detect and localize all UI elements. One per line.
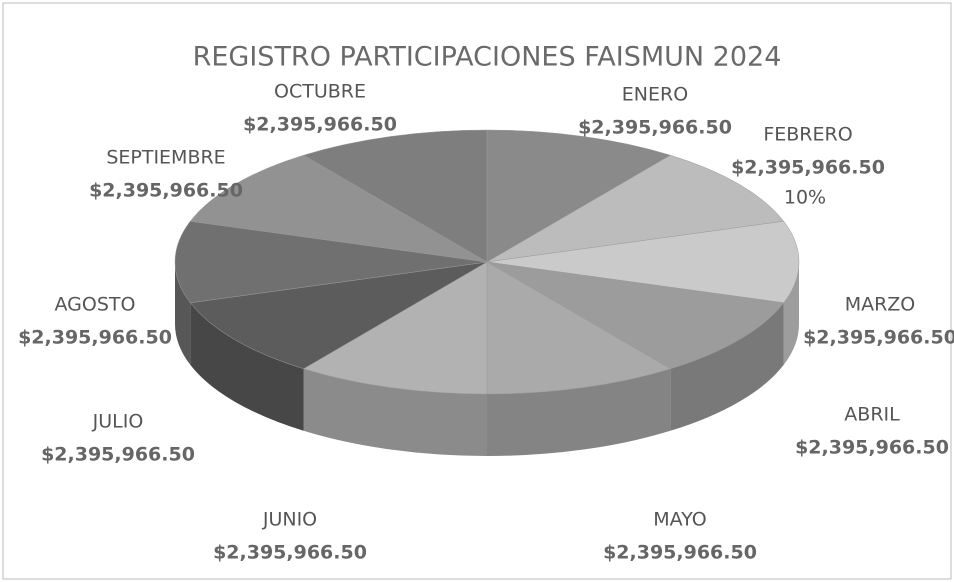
annotation: 10%	[784, 187, 826, 209]
slice	[189, 261, 488, 370]
slice-side-shade	[175, 262, 191, 365]
value-label: $2,395,966.50	[213, 542, 367, 564]
value-label: $2,395,966.50	[89, 180, 243, 202]
slice	[189, 154, 488, 263]
category-label: FEBRERO	[763, 124, 852, 146]
slice	[486, 261, 785, 370]
category-label: JULIO	[92, 411, 144, 433]
value-label: $2,395,966.50	[243, 114, 397, 136]
slice	[302, 129, 488, 263]
slice-side-shade	[670, 302, 784, 431]
slice	[486, 154, 785, 263]
category-label: JUNIO	[262, 509, 317, 531]
value-label: $2,395,966.50	[795, 437, 949, 459]
slice	[486, 129, 672, 263]
slice-side	[303, 368, 487, 456]
value-label: $2,395,966.50	[731, 157, 885, 179]
value-label: $2,395,966.50	[803, 327, 954, 349]
category-label: MARZO	[845, 294, 916, 316]
slice-side	[783, 262, 799, 365]
category-label: OCTUBRE	[274, 81, 366, 103]
slice-side	[487, 368, 671, 456]
slice	[486, 220, 800, 304]
slice-side-shade	[303, 368, 487, 456]
category-label: SEPTIEMBRE	[106, 147, 225, 169]
value-label: $2,395,966.50	[578, 117, 732, 139]
chart-title: REGISTRO PARTICIPACIONES FAISMUN 2024	[193, 42, 782, 73]
category-label: ENERO	[622, 84, 688, 106]
slice-side	[175, 262, 191, 365]
slice-side-shade	[487, 368, 671, 456]
slice	[302, 261, 488, 395]
slice-side	[190, 302, 304, 431]
category-label: ABRIL	[844, 404, 900, 426]
value-label: $2,395,966.50	[18, 327, 172, 349]
category-label: MAYO	[653, 509, 706, 531]
value-label: $2,395,966.50	[41, 444, 195, 466]
value-label: $2,395,966.50	[603, 542, 757, 564]
slice-side-shade	[783, 262, 799, 365]
slice-side-shade	[190, 302, 304, 431]
category-label: AGOSTO	[55, 294, 136, 316]
slice	[486, 261, 672, 395]
slice	[174, 220, 488, 304]
slice-side	[670, 302, 784, 431]
